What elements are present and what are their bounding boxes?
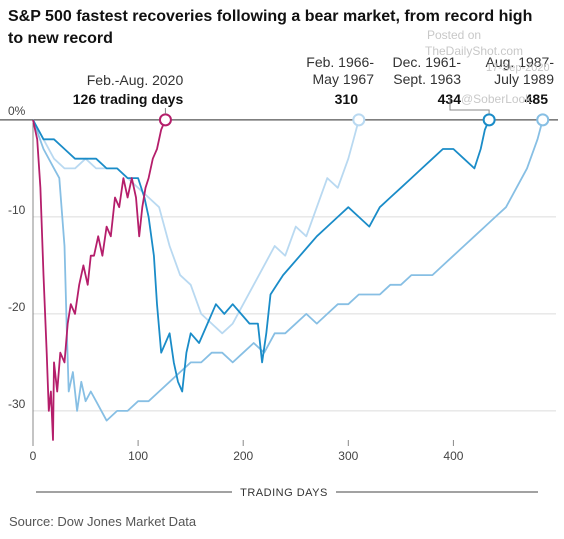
watermark-line-2: TheDailyShot.com — [425, 44, 524, 58]
end-markers — [158, 113, 550, 127]
y-tick-label: -10 — [8, 203, 26, 217]
gridlines — [33, 216, 556, 412]
y-tick-label: -30 — [8, 397, 26, 411]
chart-title: S&P 500 fastest recoveries following a b… — [8, 8, 533, 47]
series-line — [32, 119, 167, 441]
end-marker — [352, 113, 366, 127]
series-line — [32, 119, 490, 393]
end-marker — [158, 113, 172, 127]
y-tick-label: 0% — [8, 104, 26, 118]
x-tick-label: 100 — [128, 449, 148, 463]
y-tick-label: -20 — [8, 300, 26, 314]
x-axis-label: TRADING DAYS — [240, 487, 328, 499]
y-axis-ticks: 0% -10 -20 -30 — [8, 104, 26, 411]
x-axis-ticks: 0 100 200 300 400 — [30, 123, 464, 463]
annotation-days: 126 trading days — [73, 91, 184, 107]
x-tick-label: 200 — [233, 449, 253, 463]
series-line — [32, 119, 360, 335]
annotation-days: 485 — [525, 91, 549, 107]
annotation-period: July 1989 — [494, 71, 554, 87]
watermark-line-1: Posted on — [427, 28, 482, 42]
annotation-days: 434 — [438, 91, 462, 107]
watermark-line-4: @SoberLook — [461, 92, 532, 106]
x-axis-label-group: TRADING DAYS — [36, 487, 538, 499]
series-line — [32, 119, 544, 422]
series-lines — [32, 119, 544, 441]
annotation-period: Feb. 1966- — [306, 54, 374, 70]
annotation-period: May 1967 — [313, 71, 375, 87]
end-marker — [482, 113, 496, 127]
annotation-period: Feb.-Aug. 2020 — [87, 72, 184, 88]
end-marker — [536, 113, 550, 127]
source-note: Source: Dow Jones Market Data — [9, 514, 197, 529]
annotation-period: Sept. 1963 — [393, 71, 461, 87]
annotation-period: Dec. 1961- — [393, 54, 462, 70]
annotation-leader — [449, 98, 490, 114]
watermark-line-3: 17-Sep-2020 — [486, 62, 550, 74]
x-tick-label: 0 — [30, 449, 37, 463]
x-tick-label: 400 — [443, 449, 463, 463]
annotation-days: 310 — [335, 91, 359, 107]
annotation-period: Aug. 1987- — [486, 54, 555, 70]
annotations: Feb.-Aug. 2020 126 trading days Feb. 1966-… — [73, 54, 555, 114]
x-tick-label: 300 — [338, 449, 358, 463]
